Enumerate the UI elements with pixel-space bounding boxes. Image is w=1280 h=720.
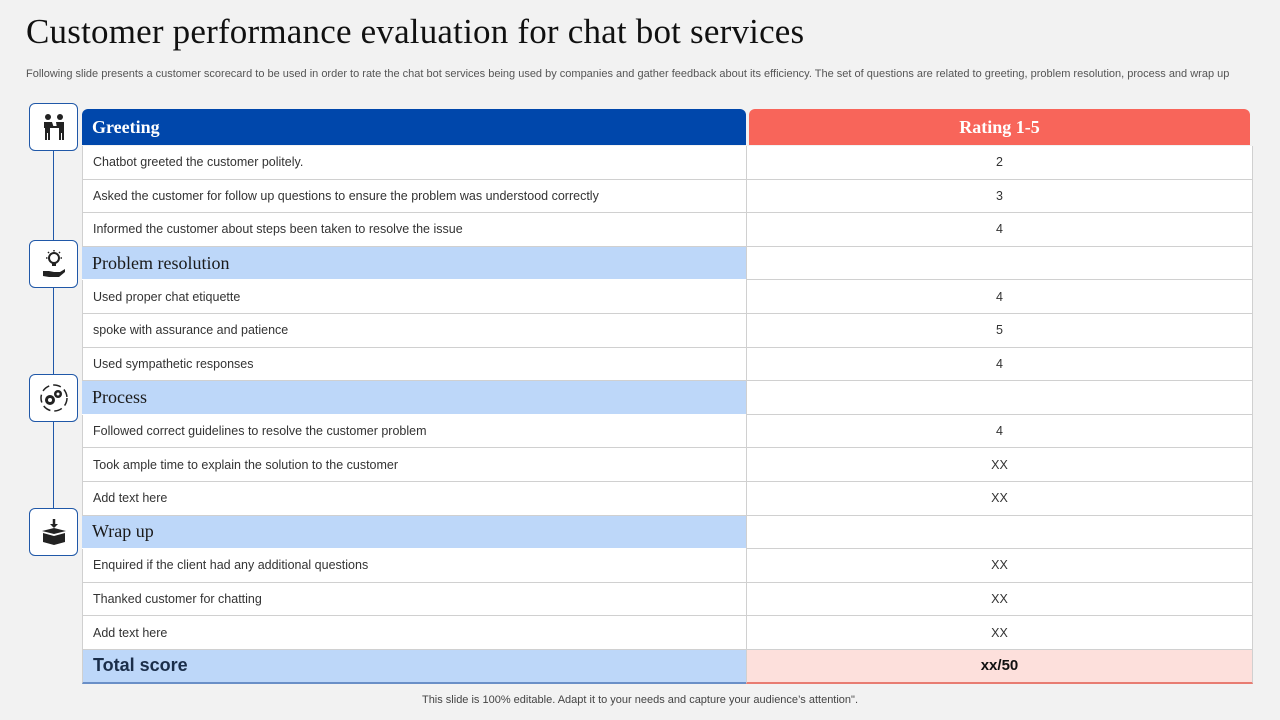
- row-label: Add text here: [82, 481, 746, 516]
- table-row: Used proper chat etiquette 4: [82, 280, 1253, 314]
- total-row: Total score xx/50: [82, 649, 1253, 684]
- wrapup-icon-box: [29, 508, 78, 556]
- problem-icon-box: [29, 240, 78, 288]
- row-label: Took ample time to explain the solution …: [82, 448, 746, 482]
- row-label: Enquired if the client had any additiona…: [82, 549, 746, 583]
- table-header: Greeting Rating 1-5: [82, 109, 1253, 145]
- table-row: spoke with assurance and patience 5: [82, 313, 1253, 348]
- row-rating: 4: [746, 213, 1253, 247]
- total-value: xx/50: [746, 649, 1253, 684]
- page-title: Customer performance evaluation for chat…: [26, 12, 805, 51]
- row-label: Informed the customer about steps been t…: [82, 213, 746, 247]
- section-row-process: Process: [82, 381, 1253, 415]
- row-rating: 2: [746, 146, 1253, 180]
- greeting-icon-box: [29, 103, 78, 151]
- section-row-wrapup: Wrap up: [82, 515, 1253, 550]
- table-row: Chatbot greeted the customer politely. 2: [82, 146, 1253, 180]
- row-rating: 4: [746, 414, 1253, 449]
- row-rating: 5: [746, 313, 1253, 348]
- section-empty: [746, 515, 1253, 550]
- table-row: Add text here XX: [82, 481, 1253, 516]
- row-rating: XX: [746, 481, 1253, 516]
- row-label: Thanked customer for chatting: [82, 582, 746, 617]
- page-subtitle: Following slide presents a customer scor…: [26, 68, 1230, 80]
- table-row: Took ample time to explain the solution …: [82, 448, 1253, 482]
- table-row: Thanked customer for chatting XX: [82, 582, 1253, 617]
- handshake-icon: [43, 114, 64, 140]
- section-label: Process: [82, 381, 746, 415]
- hand-lightbulb-icon: [42, 250, 65, 277]
- header-greeting: Greeting: [82, 109, 746, 145]
- table-row: Add text here XX: [82, 616, 1253, 650]
- gears-cycle-icon: [39, 384, 68, 412]
- section-empty: [746, 246, 1253, 281]
- total-label: Total score: [82, 649, 746, 684]
- table-row: Informed the customer about steps been t…: [82, 213, 1253, 247]
- section-empty: [746, 381, 1253, 415]
- row-rating: XX: [746, 582, 1253, 617]
- section-label: Problem resolution: [82, 246, 746, 281]
- row-label: Asked the customer for follow up questio…: [82, 179, 746, 214]
- row-label: Used sympathetic responses: [82, 347, 746, 382]
- scorecard-table: Greeting Rating 1-5 Chatbot greeted the …: [82, 109, 1253, 684]
- header-rating: Rating 1-5: [749, 109, 1250, 145]
- timeline-line: [53, 150, 54, 508]
- row-label: Add text here: [82, 616, 746, 650]
- row-rating: 4: [746, 347, 1253, 382]
- row-label: Followed correct guidelines to resolve t…: [82, 414, 746, 449]
- row-rating: 4: [746, 280, 1253, 314]
- table-row: Used sympathetic responses 4: [82, 347, 1253, 382]
- section-row-problem: Problem resolution: [82, 246, 1253, 281]
- row-label: Used proper chat etiquette: [82, 280, 746, 314]
- row-rating: XX: [746, 549, 1253, 583]
- row-rating: XX: [746, 616, 1253, 650]
- row-rating: XX: [746, 448, 1253, 482]
- table-row: Asked the customer for follow up questio…: [82, 179, 1253, 214]
- row-rating: 3: [746, 179, 1253, 214]
- section-label: Wrap up: [82, 515, 746, 550]
- row-label: Chatbot greeted the customer politely.: [82, 146, 746, 180]
- row-label: spoke with assurance and patience: [82, 313, 746, 348]
- box-download-icon: [41, 519, 66, 545]
- table-row: Followed correct guidelines to resolve t…: [82, 414, 1253, 449]
- table-row: Enquired if the client had any additiona…: [82, 549, 1253, 583]
- footer-note: This slide is 100% editable. Adapt it to…: [421, 694, 859, 706]
- process-icon-box: [29, 374, 78, 422]
